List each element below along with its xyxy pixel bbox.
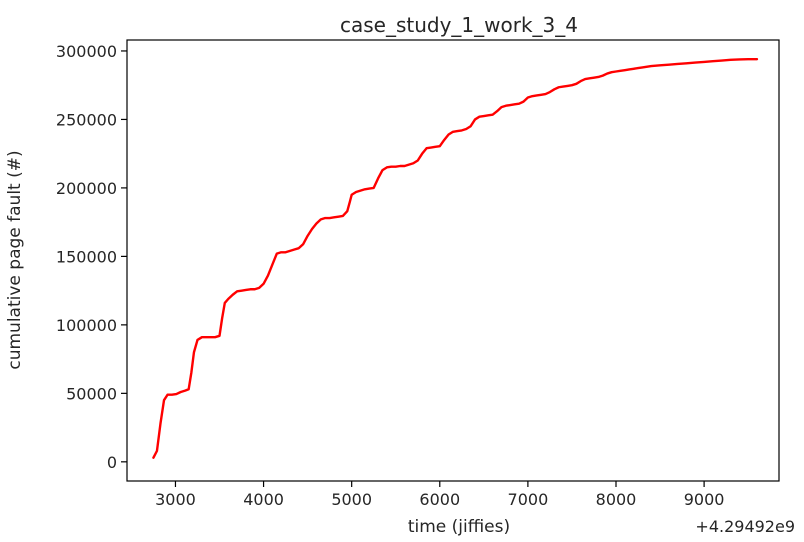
y-tick-label: 250000: [56, 110, 117, 129]
x-axis-offset-label: +4.29492e9: [695, 517, 795, 536]
x-tick-label: 7000: [508, 490, 549, 509]
x-tick-label: 6000: [419, 490, 460, 509]
y-tick-label: 200000: [56, 179, 117, 198]
x-tick-label: 8000: [596, 490, 637, 509]
x-axis-label: time (jiffies): [408, 517, 510, 537]
y-tick-label: 300000: [56, 42, 117, 61]
x-tick-label: 5000: [331, 490, 372, 509]
y-tick-label: 100000: [56, 316, 117, 335]
plot-frame: [126, 39, 780, 482]
plot-area: [126, 39, 780, 482]
y-axis-ticks: 0 50000 100000 150000 200000 250000 300000: [56, 42, 127, 472]
y-tick-label: 50000: [66, 384, 117, 403]
y-tick-label: 150000: [56, 247, 117, 266]
x-axis-ticks: 3000 4000 5000 6000 7000 8000 9000: [155, 481, 724, 509]
y-axis-label: cumulative page fault (#): [5, 150, 25, 369]
x-tick-label: 3000: [155, 490, 196, 509]
chart-title: case_study_1_work_3_4: [340, 13, 578, 37]
series-line: [152, 57, 759, 459]
x-tick-label: 4000: [243, 490, 284, 509]
x-tick-label: 9000: [684, 490, 725, 509]
y-tick-label: 0: [107, 453, 117, 472]
